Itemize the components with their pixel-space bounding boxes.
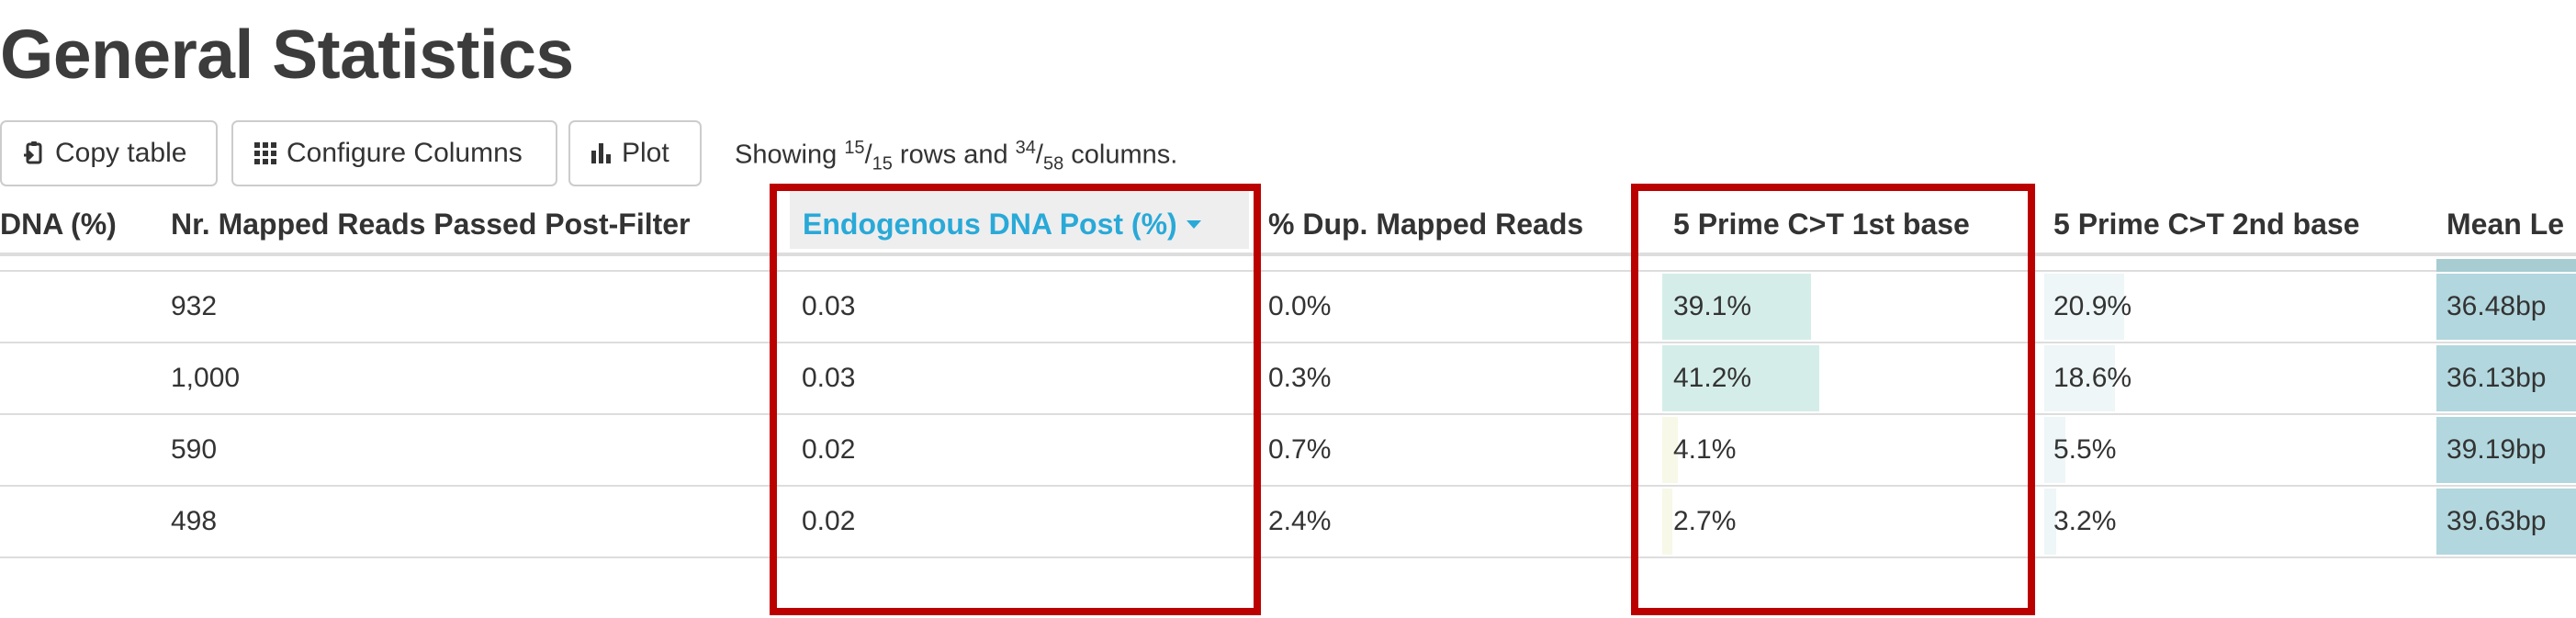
table-header-row: DNA (%) Nr. Mapped Reads Passed Post-Fil… — [0, 188, 2576, 253]
table-cell: 2.4% — [1268, 506, 1332, 536]
column-header-mapped-reads[interactable]: Nr. Mapped Reads Passed Post-Filter — [171, 208, 691, 241]
cols-total: 58 — [1042, 153, 1064, 174]
table-cell: 498 — [171, 506, 218, 536]
table-cell: 36.48bp — [2447, 291, 2547, 321]
prime2-value-bar — [2044, 345, 2115, 411]
table-cell: 932 — [171, 291, 218, 321]
table-row: 590 0.02 0.7% 4.1% 5.5% 39.19bp — [0, 415, 2576, 487]
table-cell: 20.9% — [2053, 291, 2132, 321]
table-cell: 39.63bp — [2447, 506, 2547, 536]
table-cell: 18.6% — [2053, 363, 2132, 393]
prime2-value-bar — [2044, 274, 2124, 340]
plot-label: Plot — [622, 138, 669, 168]
table-cell: 39.1% — [1673, 291, 1752, 321]
table-cell: 4.1% — [1673, 434, 1737, 465]
table-cell: 5.5% — [2053, 434, 2117, 465]
column-header-mean-length[interactable]: Mean Le — [2447, 208, 2565, 241]
highlight-box-5prime-1st-base-column — [1631, 184, 2035, 615]
mean-length-value-bar — [2436, 489, 2576, 555]
cols-word: columns. — [1063, 140, 1178, 170]
grid-icon — [253, 141, 277, 165]
caret-down-icon — [1186, 220, 1201, 230]
prime2-value-bar — [2044, 489, 2056, 555]
table-cell: 2.7% — [1673, 506, 1737, 536]
endogenous-dna-post-label: Endogenous DNA Post (%) — [803, 208, 1177, 241]
prime1-value-bar — [1662, 345, 1819, 411]
table-cell: 0.02 — [802, 506, 856, 536]
header-divider-secondary — [0, 270, 2576, 272]
showing-prefix: Showing — [735, 140, 845, 170]
table-row: 932 0.03 0.0% 39.1% 20.9% 36.48bp — [0, 272, 2576, 343]
column-header-endogenous-dna-post[interactable]: Endogenous DNA Post (%) — [790, 188, 1249, 249]
table-row: 1,000 0.03 0.3% 41.2% 18.6% 36.13bp — [0, 343, 2576, 415]
copy-table-label: Copy table — [55, 138, 187, 168]
table-cell: 0.03 — [802, 291, 856, 321]
table-cell: 41.2% — [1673, 363, 1752, 393]
configure-columns-button[interactable]: Configure Columns — [231, 120, 557, 186]
mean-length-value-bar — [2436, 417, 2576, 483]
mean-length-bar-cap — [2436, 259, 2576, 272]
column-header-dup-mapped-reads[interactable]: % Dup. Mapped Reads — [1268, 208, 1584, 241]
table-body: 932 0.03 0.0% 39.1% 20.9% 36.48bp 1,000 0.03 0.3… — [0, 272, 2576, 558]
prime1-value-bar — [1662, 417, 1678, 483]
prime2-value-bar — [2044, 417, 2065, 483]
prime1-value-bar — [1662, 489, 1672, 555]
clipboard-icon — [22, 140, 46, 166]
cols-shown: 34 — [1015, 138, 1036, 158]
table-cell: 3.2% — [2053, 506, 2117, 536]
table-cell: 0.3% — [1268, 363, 1332, 393]
table-cell: 36.13bp — [2447, 363, 2547, 393]
column-header-dna[interactable]: DNA (%) — [0, 208, 117, 241]
table-cell: 1,000 — [171, 363, 241, 393]
mean-length-value-bar — [2436, 345, 2576, 411]
showing-rows-columns-status: Showing 15/15 rows and 34/58 columns. — [735, 138, 1178, 174]
rows-total: 15 — [872, 153, 893, 174]
table-cell: 39.19bp — [2447, 434, 2547, 465]
header-divider — [0, 253, 2576, 256]
rows-word: rows and — [892, 140, 1016, 170]
table-cell: 590 — [171, 434, 218, 465]
configure-columns-label: Configure Columns — [287, 138, 523, 168]
table-cell: 0.02 — [802, 434, 856, 465]
column-header-5prime-2nd-base[interactable]: 5 Prime C>T 2nd base — [2053, 208, 2360, 241]
bar-chart-icon — [591, 141, 613, 165]
rows-shown: 15 — [844, 138, 865, 158]
table-cell: 0.0% — [1268, 291, 1332, 321]
table-row: 498 0.02 2.4% 2.7% 3.2% 39.63bp — [0, 487, 2576, 558]
table-cell: 0.03 — [802, 363, 856, 393]
copy-table-button[interactable]: Copy table — [0, 120, 218, 186]
table-cell: 0.7% — [1268, 434, 1332, 465]
page-title: General Statistics — [0, 16, 574, 93]
plot-button[interactable]: Plot — [568, 120, 702, 186]
mean-length-value-bar — [2436, 274, 2576, 340]
prime1-value-bar — [1662, 274, 1811, 340]
column-header-5prime-1st-base[interactable]: 5 Prime C>T 1st base — [1673, 208, 1970, 241]
highlight-box-endogenous-column — [770, 184, 1261, 615]
